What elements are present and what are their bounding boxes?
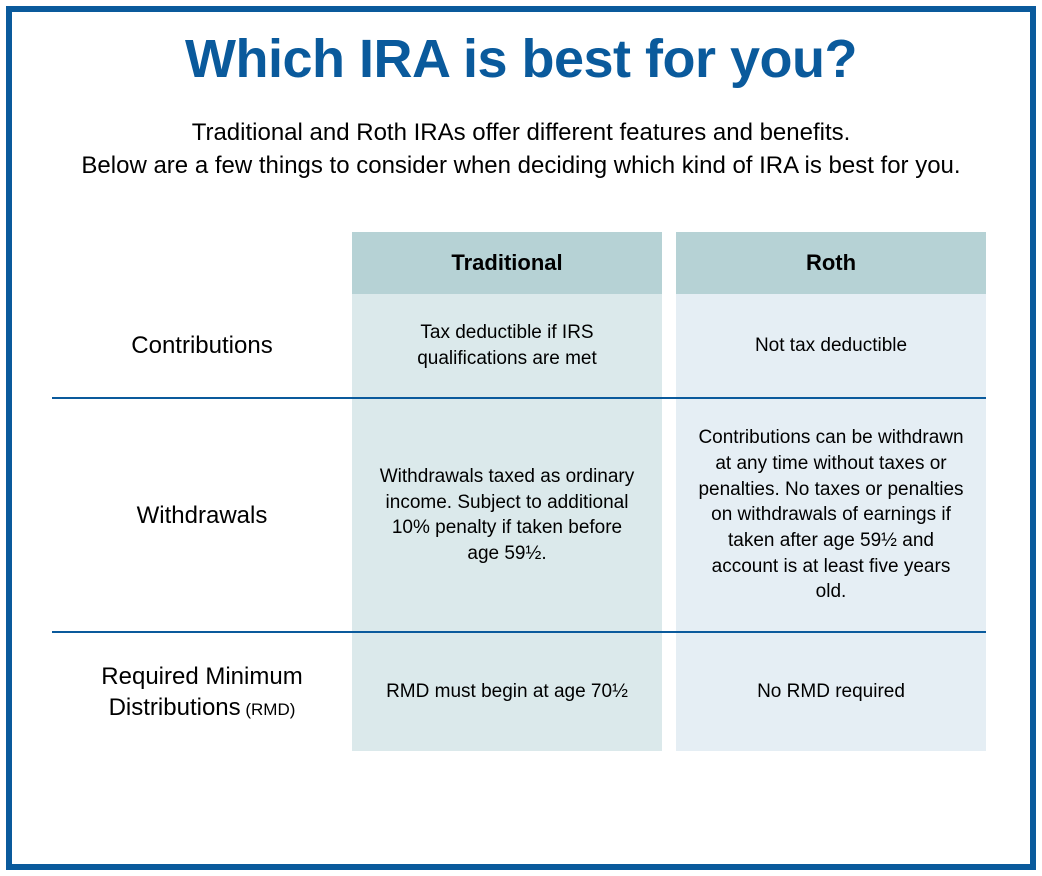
- header-spacer: [52, 232, 352, 294]
- column-gap: [662, 294, 676, 397]
- row-label-rmd: Required Minimum Distributions (RMD): [52, 633, 352, 751]
- row-label-withdrawals: Withdrawals: [52, 399, 352, 630]
- page-title: Which IRA is best for you?: [58, 30, 984, 89]
- column-gap: [662, 399, 676, 630]
- cell-withdrawals-traditional: Withdrawals taxed as ordinary income. Su…: [352, 399, 662, 630]
- cell-rmd-roth: No RMD required: [676, 633, 986, 751]
- column-header-traditional: Traditional: [352, 232, 662, 294]
- cell-contributions-roth: Not tax deductible: [676, 294, 986, 397]
- row-label-contributions: Contributions: [52, 294, 352, 397]
- column-gap: [662, 232, 676, 294]
- comparison-table: Traditional Roth Contributions Tax deduc…: [52, 232, 984, 751]
- cell-rmd-traditional: RMD must begin at age 70½: [352, 633, 662, 751]
- column-header-roth: Roth: [676, 232, 986, 294]
- subtitle-line-2: Below are a few things to consider when …: [81, 152, 960, 179]
- subtitle-line-1: Traditional and Roth IRAs offer differen…: [192, 119, 851, 146]
- infographic-frame: Which IRA is best for you? Traditional a…: [6, 6, 1036, 870]
- row-label-rmd-suffix: (RMD): [241, 700, 296, 719]
- column-gap: [662, 633, 676, 751]
- cell-contributions-traditional: Tax deductible if IRS qualifications are…: [352, 294, 662, 397]
- subtitle: Traditional and Roth IRAs offer differen…: [58, 117, 984, 182]
- cell-withdrawals-roth: Contributions can be withdrawn at any ti…: [676, 399, 986, 630]
